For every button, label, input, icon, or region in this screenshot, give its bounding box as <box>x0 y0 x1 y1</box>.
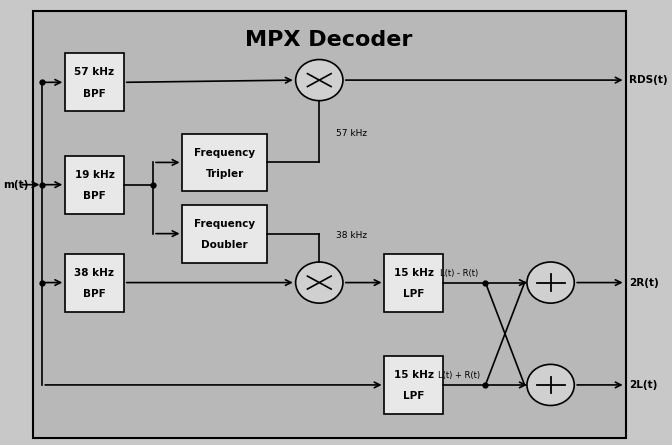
Text: m(t): m(t) <box>3 180 29 190</box>
Text: 38 kHz: 38 kHz <box>335 231 367 240</box>
Text: RDS(t): RDS(t) <box>629 75 667 85</box>
Text: BPF: BPF <box>83 89 106 99</box>
Bar <box>65 156 124 214</box>
Bar <box>384 356 443 414</box>
FancyBboxPatch shape <box>32 11 626 438</box>
Bar <box>183 205 267 263</box>
Text: Frequency: Frequency <box>194 219 255 229</box>
Text: Tripler: Tripler <box>206 169 244 179</box>
Text: LPF: LPF <box>403 392 425 401</box>
Ellipse shape <box>527 262 575 303</box>
Text: BPF: BPF <box>83 191 106 201</box>
Bar <box>384 254 443 312</box>
Text: 2R(t): 2R(t) <box>629 278 659 287</box>
Text: 19 kHz: 19 kHz <box>75 170 114 180</box>
Ellipse shape <box>296 60 343 101</box>
Text: LPF: LPF <box>403 289 425 299</box>
Text: 15 kHz: 15 kHz <box>394 370 433 380</box>
Text: 57 kHz: 57 kHz <box>75 68 114 77</box>
Ellipse shape <box>527 364 575 405</box>
Ellipse shape <box>296 262 343 303</box>
Text: Doubler: Doubler <box>202 240 248 250</box>
Bar <box>65 254 124 312</box>
Text: 2L(t): 2L(t) <box>629 380 657 390</box>
Bar <box>183 134 267 191</box>
Text: Frequency: Frequency <box>194 148 255 158</box>
Bar <box>65 53 124 111</box>
Text: 15 kHz: 15 kHz <box>394 268 433 278</box>
Text: 38 kHz: 38 kHz <box>75 268 114 278</box>
Text: 57 kHz: 57 kHz <box>335 129 367 138</box>
Text: L(t) + R(t): L(t) + R(t) <box>438 372 480 380</box>
Text: L(t) - R(t): L(t) - R(t) <box>440 269 478 278</box>
Text: MPX Decoder: MPX Decoder <box>245 30 413 50</box>
Text: BPF: BPF <box>83 289 106 299</box>
